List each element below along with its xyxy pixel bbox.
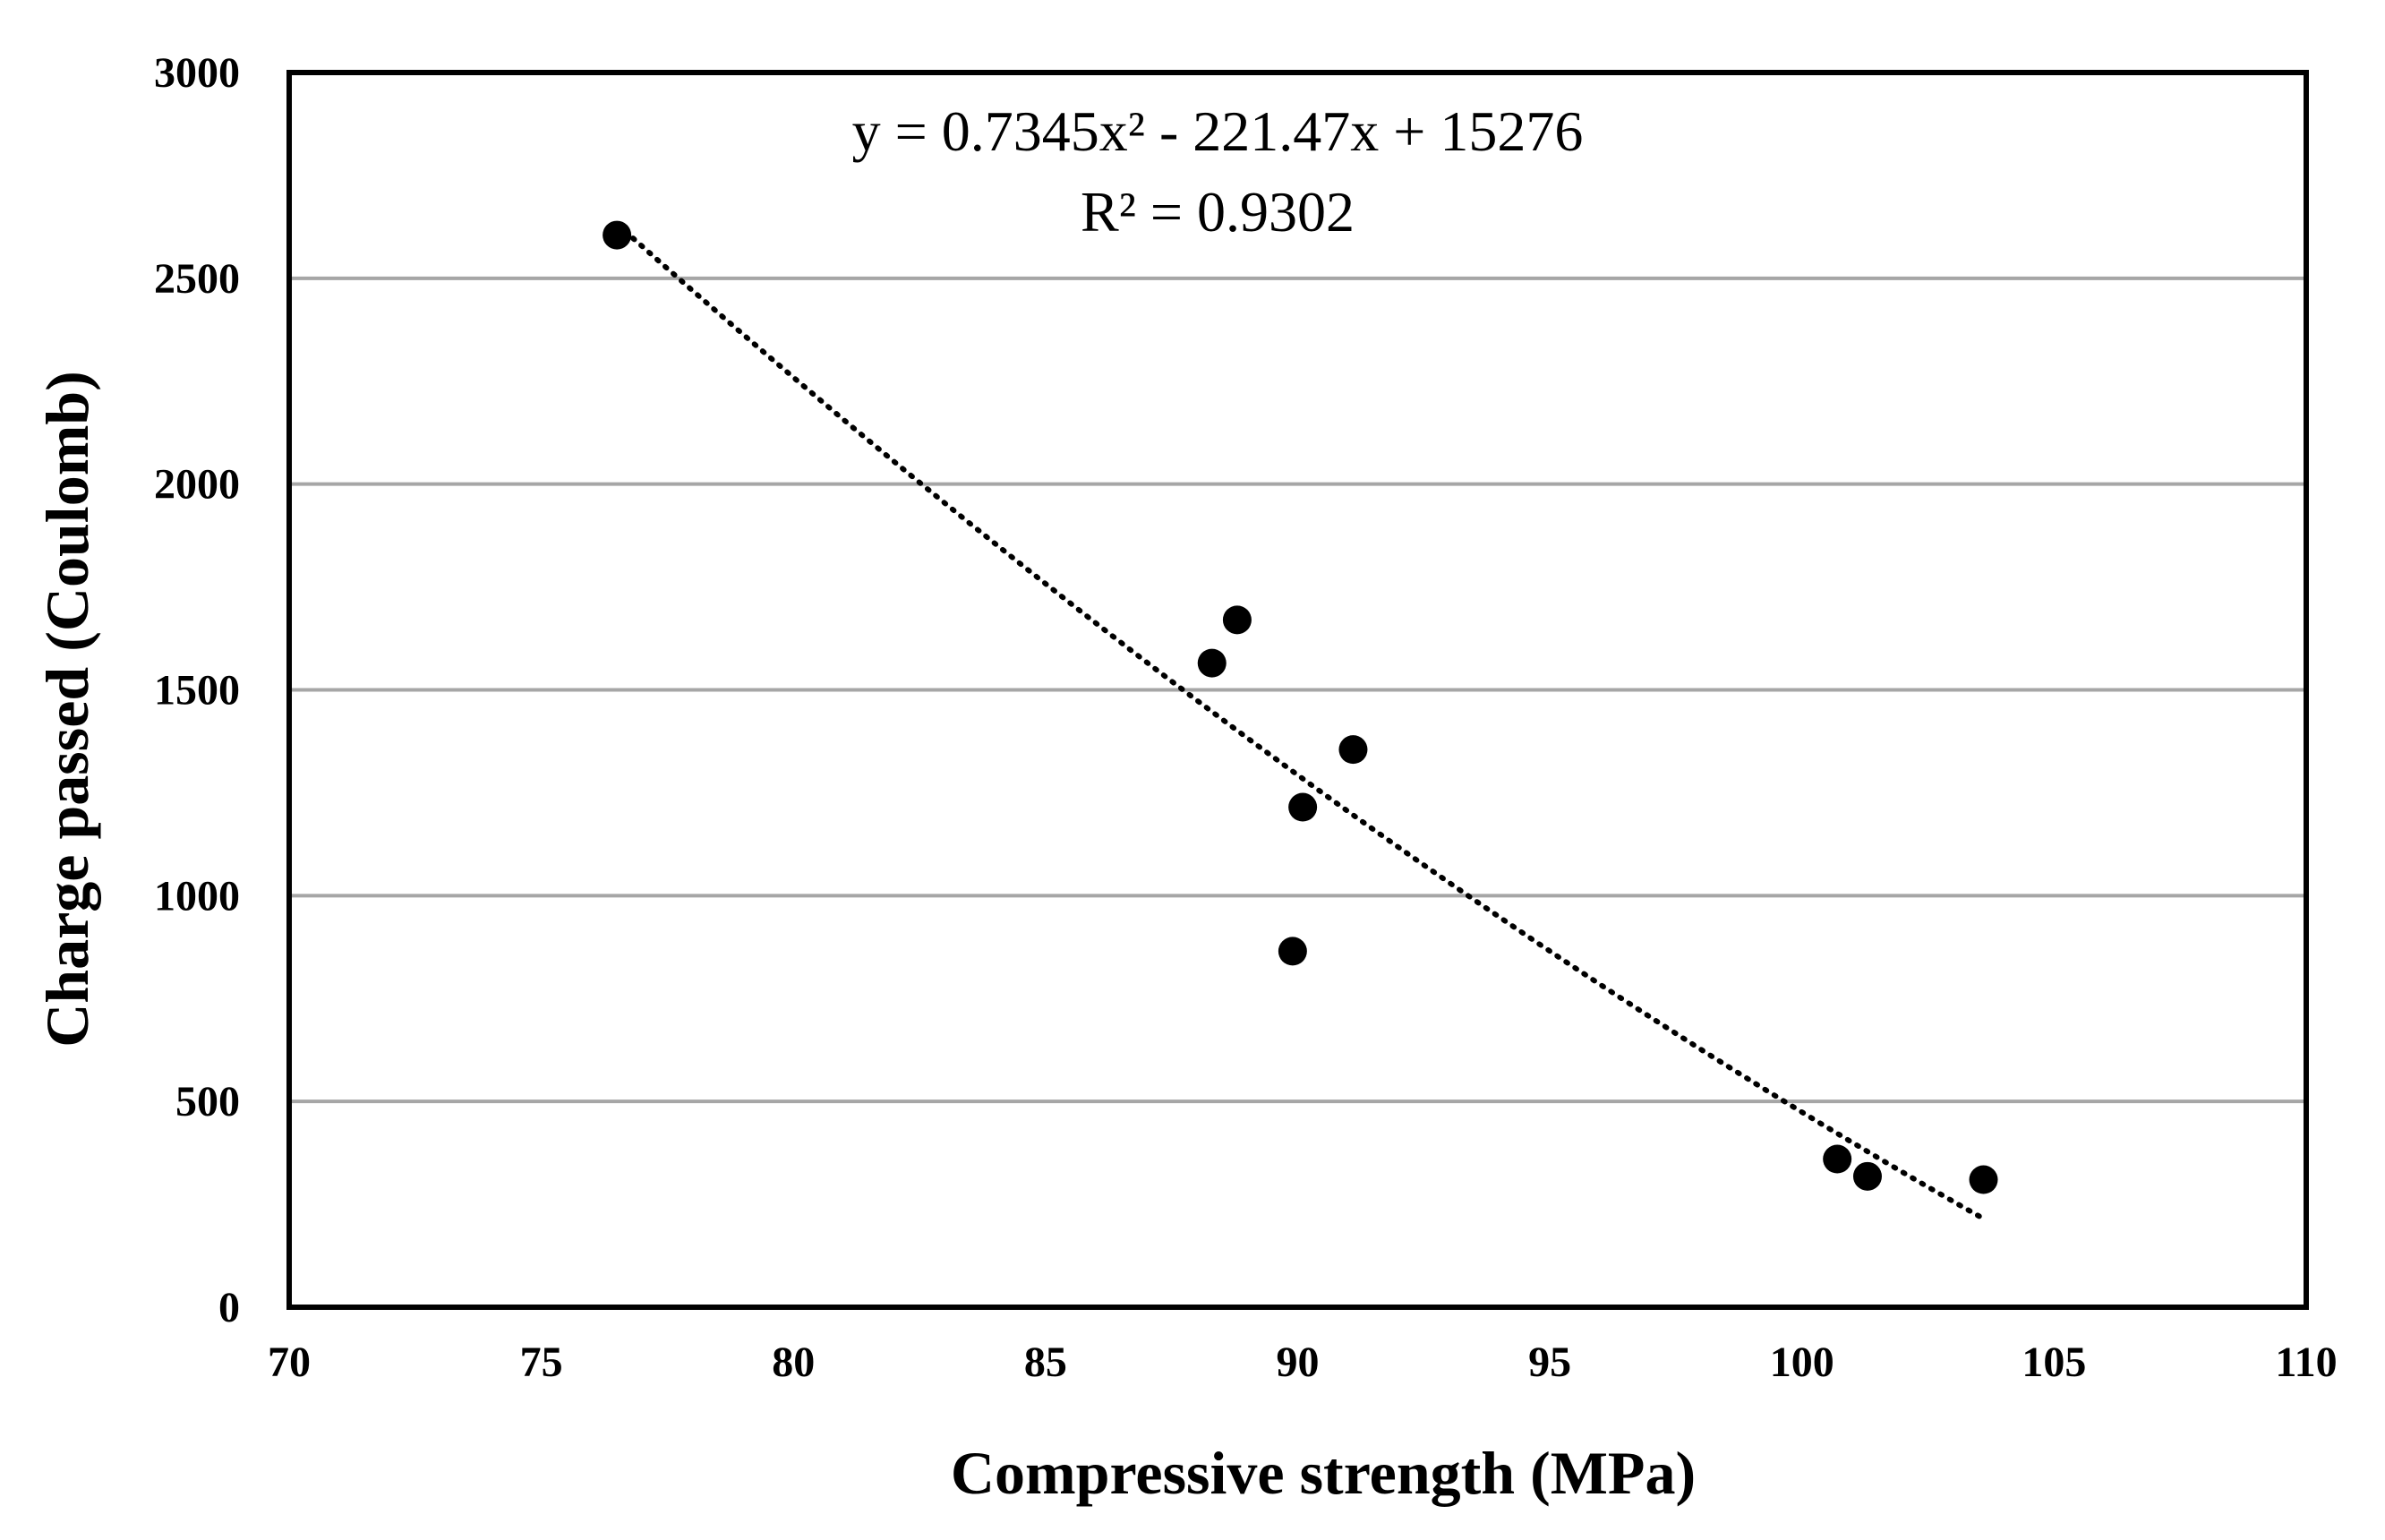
data-point — [1338, 735, 1368, 765]
x-tick-label: 75 — [520, 1339, 563, 1386]
data-point — [1288, 792, 1318, 822]
gridlines — [289, 276, 2306, 1104]
data-point — [1222, 605, 1252, 635]
x-tick-label: 90 — [1277, 1339, 1320, 1386]
x-tick-label: 105 — [2022, 1339, 2086, 1386]
x-tick-labels: 70 75 80 85 90 95 100 105 110 — [268, 1339, 2338, 1386]
x-tick-label: 80 — [772, 1339, 815, 1386]
data-point — [1852, 1161, 1882, 1191]
y-tick-label: 2000 — [154, 461, 240, 509]
y-tick-label: 1500 — [154, 667, 240, 714]
y-tick-label: 1000 — [154, 872, 240, 920]
data-point — [1278, 937, 1307, 966]
y-tick-label: 0 — [218, 1284, 240, 1331]
data-point — [1197, 648, 1227, 678]
data-point — [603, 220, 632, 250]
y-axis-title: Charge passed (Coulomb) — [33, 371, 101, 1048]
y-tick-label: 500 — [175, 1078, 240, 1125]
y-tick-label: 2500 — [154, 255, 240, 303]
x-tick-label: 100 — [1770, 1339, 1834, 1386]
trendline-equation: y = 0.7345x² - 221.47x + 15276 — [852, 99, 1584, 163]
plot-frame — [286, 70, 2309, 1310]
x-tick-label: 95 — [1528, 1339, 1571, 1386]
x-tick-label: 110 — [2275, 1339, 2337, 1386]
x-tick-label: 85 — [1024, 1339, 1067, 1386]
x-tick-label: 70 — [268, 1339, 311, 1386]
data-points — [603, 220, 1998, 1194]
y-tick-label: 3000 — [154, 49, 240, 97]
data-point — [1823, 1144, 1852, 1174]
data-point — [1969, 1165, 1998, 1194]
trendline-r-squared: R² = 0.9302 — [1081, 180, 1355, 244]
trendline — [614, 221, 1987, 1222]
y-tick-labels: 0 500 1000 1500 2000 2500 3000 — [154, 49, 240, 1331]
x-axis-title: Compressive strength (MPa) — [951, 1439, 1696, 1507]
